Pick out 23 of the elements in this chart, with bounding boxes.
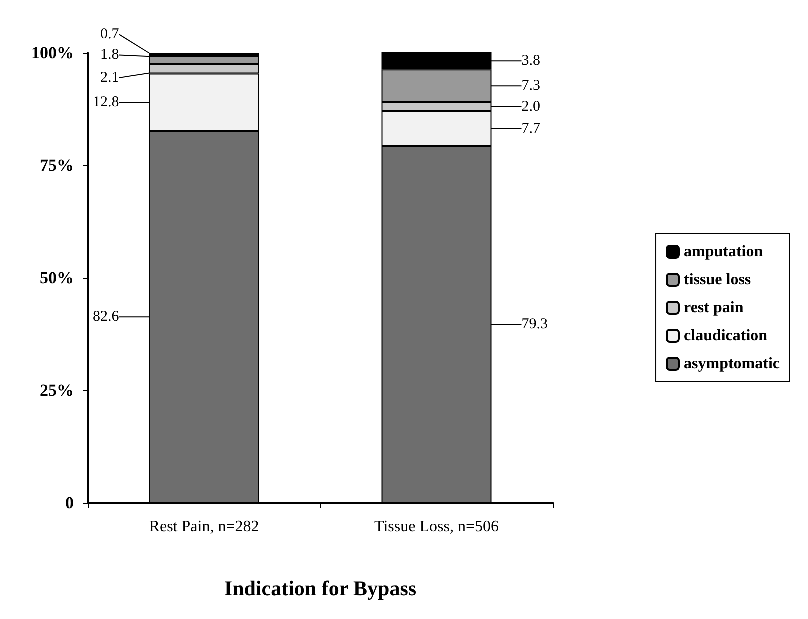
legend-label: rest pain: [684, 300, 744, 316]
y-tick-label: 25%: [40, 381, 74, 400]
y-tick-label: 50%: [40, 268, 74, 288]
x-axis-title: Indication for Bypass: [224, 576, 417, 600]
x-tick-label: Tissue Loss, n=506: [374, 518, 499, 536]
data-label: 7.3: [522, 78, 540, 94]
legend-label: asymptomatic: [684, 356, 780, 372]
data-label: 1.8: [100, 47, 120, 64]
legend-label: claudication: [684, 328, 768, 344]
data-label: 7.7: [522, 120, 541, 137]
data-label: 0.7: [100, 26, 120, 43]
data-label: 82.6: [93, 309, 120, 326]
x-tick-label: Rest Pain, n=282: [149, 518, 260, 536]
data-label: 2.0: [522, 99, 540, 115]
data-label: 3.8: [522, 53, 540, 70]
y-tick-label: 75%: [40, 156, 74, 175]
y-tick-label: 100%: [32, 44, 74, 62]
y-tick-label: 0: [66, 494, 74, 512]
legend-label: tissue loss: [684, 272, 752, 288]
data-label: 79.3: [522, 316, 548, 333]
data-label: 12.8: [93, 94, 120, 110]
data-label: 2.1: [100, 70, 120, 86]
legend-label: amputation: [684, 244, 764, 260]
